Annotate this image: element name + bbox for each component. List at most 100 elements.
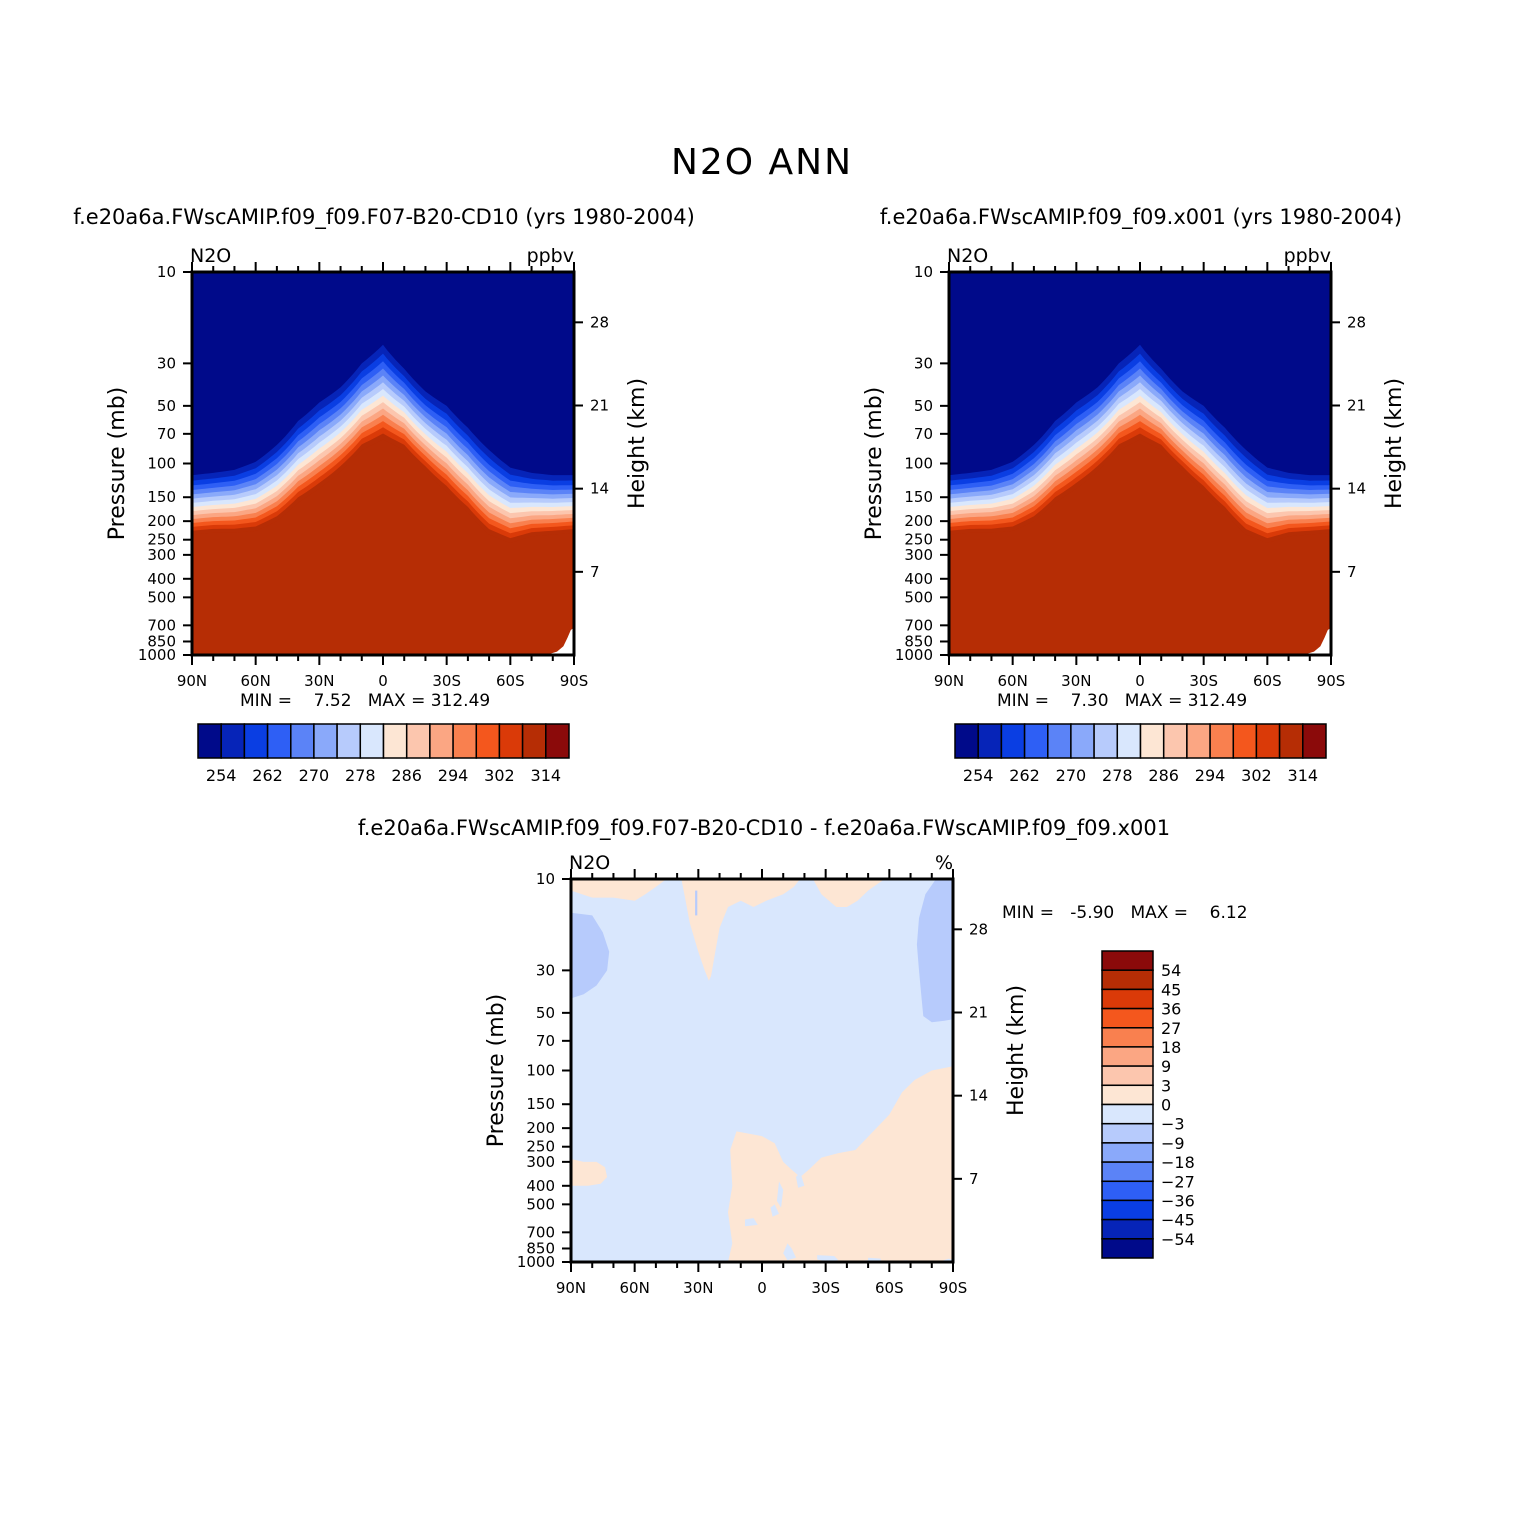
colorbar-label: 18 — [1161, 1038, 1181, 1057]
lat-tick-label: 90N — [556, 1279, 586, 1297]
pressure-tick-label: 400 — [526, 1177, 555, 1195]
colorbar-box — [220, 723, 246, 759]
colorbar-box — [954, 723, 979, 759]
panel-1-units-label: ppbv — [527, 245, 574, 267]
panel-3-field — [571, 879, 953, 1262]
pressure-tick-label: 250 — [526, 1138, 555, 1156]
pressure-tick-label: 150 — [526, 1095, 555, 1113]
colorbar-box — [1093, 723, 1119, 759]
pressure-tick-label: 300 — [526, 1153, 555, 1171]
panel-1-plot: 1030507010015020025030040050070085010002… — [105, 245, 650, 690]
colorbar-label: 0 — [1161, 1096, 1171, 1115]
pressure-tick-label: 1000 — [138, 646, 176, 664]
colorbar-label: −3 — [1161, 1115, 1185, 1134]
panel-1-title: f.e20a6a.FWscAMIP.f09_f09.F07-B20-CD10 (… — [73, 205, 695, 230]
pressure-tick-label: 50 — [157, 397, 176, 415]
hole — [817, 1255, 839, 1262]
height-tick-label: 7 — [590, 563, 600, 581]
panel-1-field — [192, 272, 574, 655]
height-tick-label: 14 — [1347, 480, 1366, 498]
pressure-tick-label: 100 — [904, 455, 933, 473]
panel-2-variable-label: N2O — [947, 245, 988, 267]
pressure-tick-label: 30 — [157, 354, 176, 372]
colorbar-box — [545, 723, 570, 759]
pressure-tick-label: 400 — [904, 570, 933, 588]
colorbar-label: 45 — [1161, 980, 1181, 999]
panel-2-units-label: ppbv — [1284, 245, 1331, 267]
colorbar-box — [336, 723, 362, 759]
pressure-tick-label: 10 — [157, 263, 176, 281]
colorbar-box — [1101, 1218, 1154, 1240]
colorbar-label: −45 — [1161, 1211, 1195, 1230]
colorbar-label: 54 — [1161, 961, 1181, 980]
pressure-tick-label: 50 — [914, 397, 933, 415]
y-axis-label-right: Height (km) — [1382, 378, 1407, 509]
colorbar-box — [313, 723, 338, 759]
pressure-tick-label: 500 — [526, 1195, 555, 1213]
pressure-tick-label: 300 — [904, 546, 933, 564]
pressure-tick-label: 850 — [904, 632, 933, 650]
pressure-tick-label: 300 — [147, 546, 176, 564]
lat-tick-label: 0 — [378, 672, 388, 690]
height-tick-label: 21 — [590, 396, 609, 414]
pressure-tick-label: 700 — [526, 1223, 555, 1241]
pressure-tick-label: 30 — [536, 961, 555, 979]
pressure-tick-label: 500 — [147, 588, 176, 606]
colorbar-box — [1101, 1065, 1154, 1087]
pressure-tick-label: 100 — [147, 455, 176, 473]
pressure-tick-label: 250 — [904, 531, 933, 549]
colorbar-label: 254 — [206, 766, 237, 785]
positive-region — [728, 1066, 953, 1262]
colorbar-box — [1101, 1180, 1154, 1202]
pressure-tick-label: 10 — [914, 263, 933, 281]
panel-3-variable-label: N2O — [569, 852, 610, 874]
colorbar-box — [1101, 1142, 1154, 1163]
hole — [776, 1181, 784, 1208]
colorbar-box — [452, 723, 478, 759]
pressure-tick-label: 400 — [147, 570, 176, 588]
pressure-tick-label: 150 — [147, 488, 176, 506]
colorbar-box — [1116, 723, 1142, 759]
pressure-tick-label: 500 — [904, 588, 933, 606]
colorbar-box — [429, 723, 454, 759]
colorbar-box — [1278, 723, 1304, 759]
lat-tick-label: 90S — [560, 672, 589, 690]
colorbar-label: 278 — [1102, 766, 1133, 785]
panel-2-field — [949, 272, 1331, 655]
colorbar-box — [1070, 723, 1095, 759]
colorbar-box — [1162, 723, 1188, 759]
colorbar-box — [977, 723, 1003, 759]
pressure-tick-label: 50 — [536, 1004, 555, 1022]
colorbar-box — [1101, 1103, 1154, 1125]
height-tick-label: 21 — [969, 1003, 988, 1021]
y-axis-label-right: Height (km) — [625, 378, 650, 509]
lat-tick-label: 30S — [811, 1279, 840, 1297]
y-axis-label: Pressure (mb) — [484, 994, 509, 1148]
topography-mask — [531, 627, 574, 655]
topography-mask — [1288, 627, 1331, 655]
colorbar-box — [1139, 723, 1165, 759]
pressure-tick-label: 850 — [526, 1239, 555, 1257]
colorbar-box — [290, 723, 315, 759]
pressure-tick-label: 200 — [147, 512, 176, 530]
panel-3-units-label: % — [935, 852, 953, 874]
height-tick-label: 7 — [1347, 563, 1357, 581]
panel-1-minmax: MIN = 7.52 MAX = 312.49 — [240, 691, 490, 711]
colorbar-2: 254 262 270 278 286 294 302 314 — [954, 723, 1327, 785]
colorbar-box — [1023, 723, 1049, 759]
height-tick-label: 28 — [1347, 313, 1366, 331]
panel-2-plot: 1030507010015020025030040050070085010002… — [862, 245, 1407, 690]
hole — [783, 1243, 796, 1261]
colorbar-label: 286 — [1148, 766, 1179, 785]
pressure-tick-label: 30 — [914, 354, 933, 372]
colorbar-label: 314 — [531, 766, 562, 785]
lat-tick-label: 30S — [432, 672, 461, 690]
lat-tick-label: 90S — [939, 1279, 968, 1297]
height-tick-label: 14 — [590, 480, 609, 498]
colorbar-label: −36 — [1161, 1191, 1195, 1210]
colorbar-label: −27 — [1161, 1172, 1195, 1191]
colorbar-label: 302 — [1241, 766, 1272, 785]
positive-region — [571, 1159, 608, 1186]
positive-region — [571, 879, 667, 901]
